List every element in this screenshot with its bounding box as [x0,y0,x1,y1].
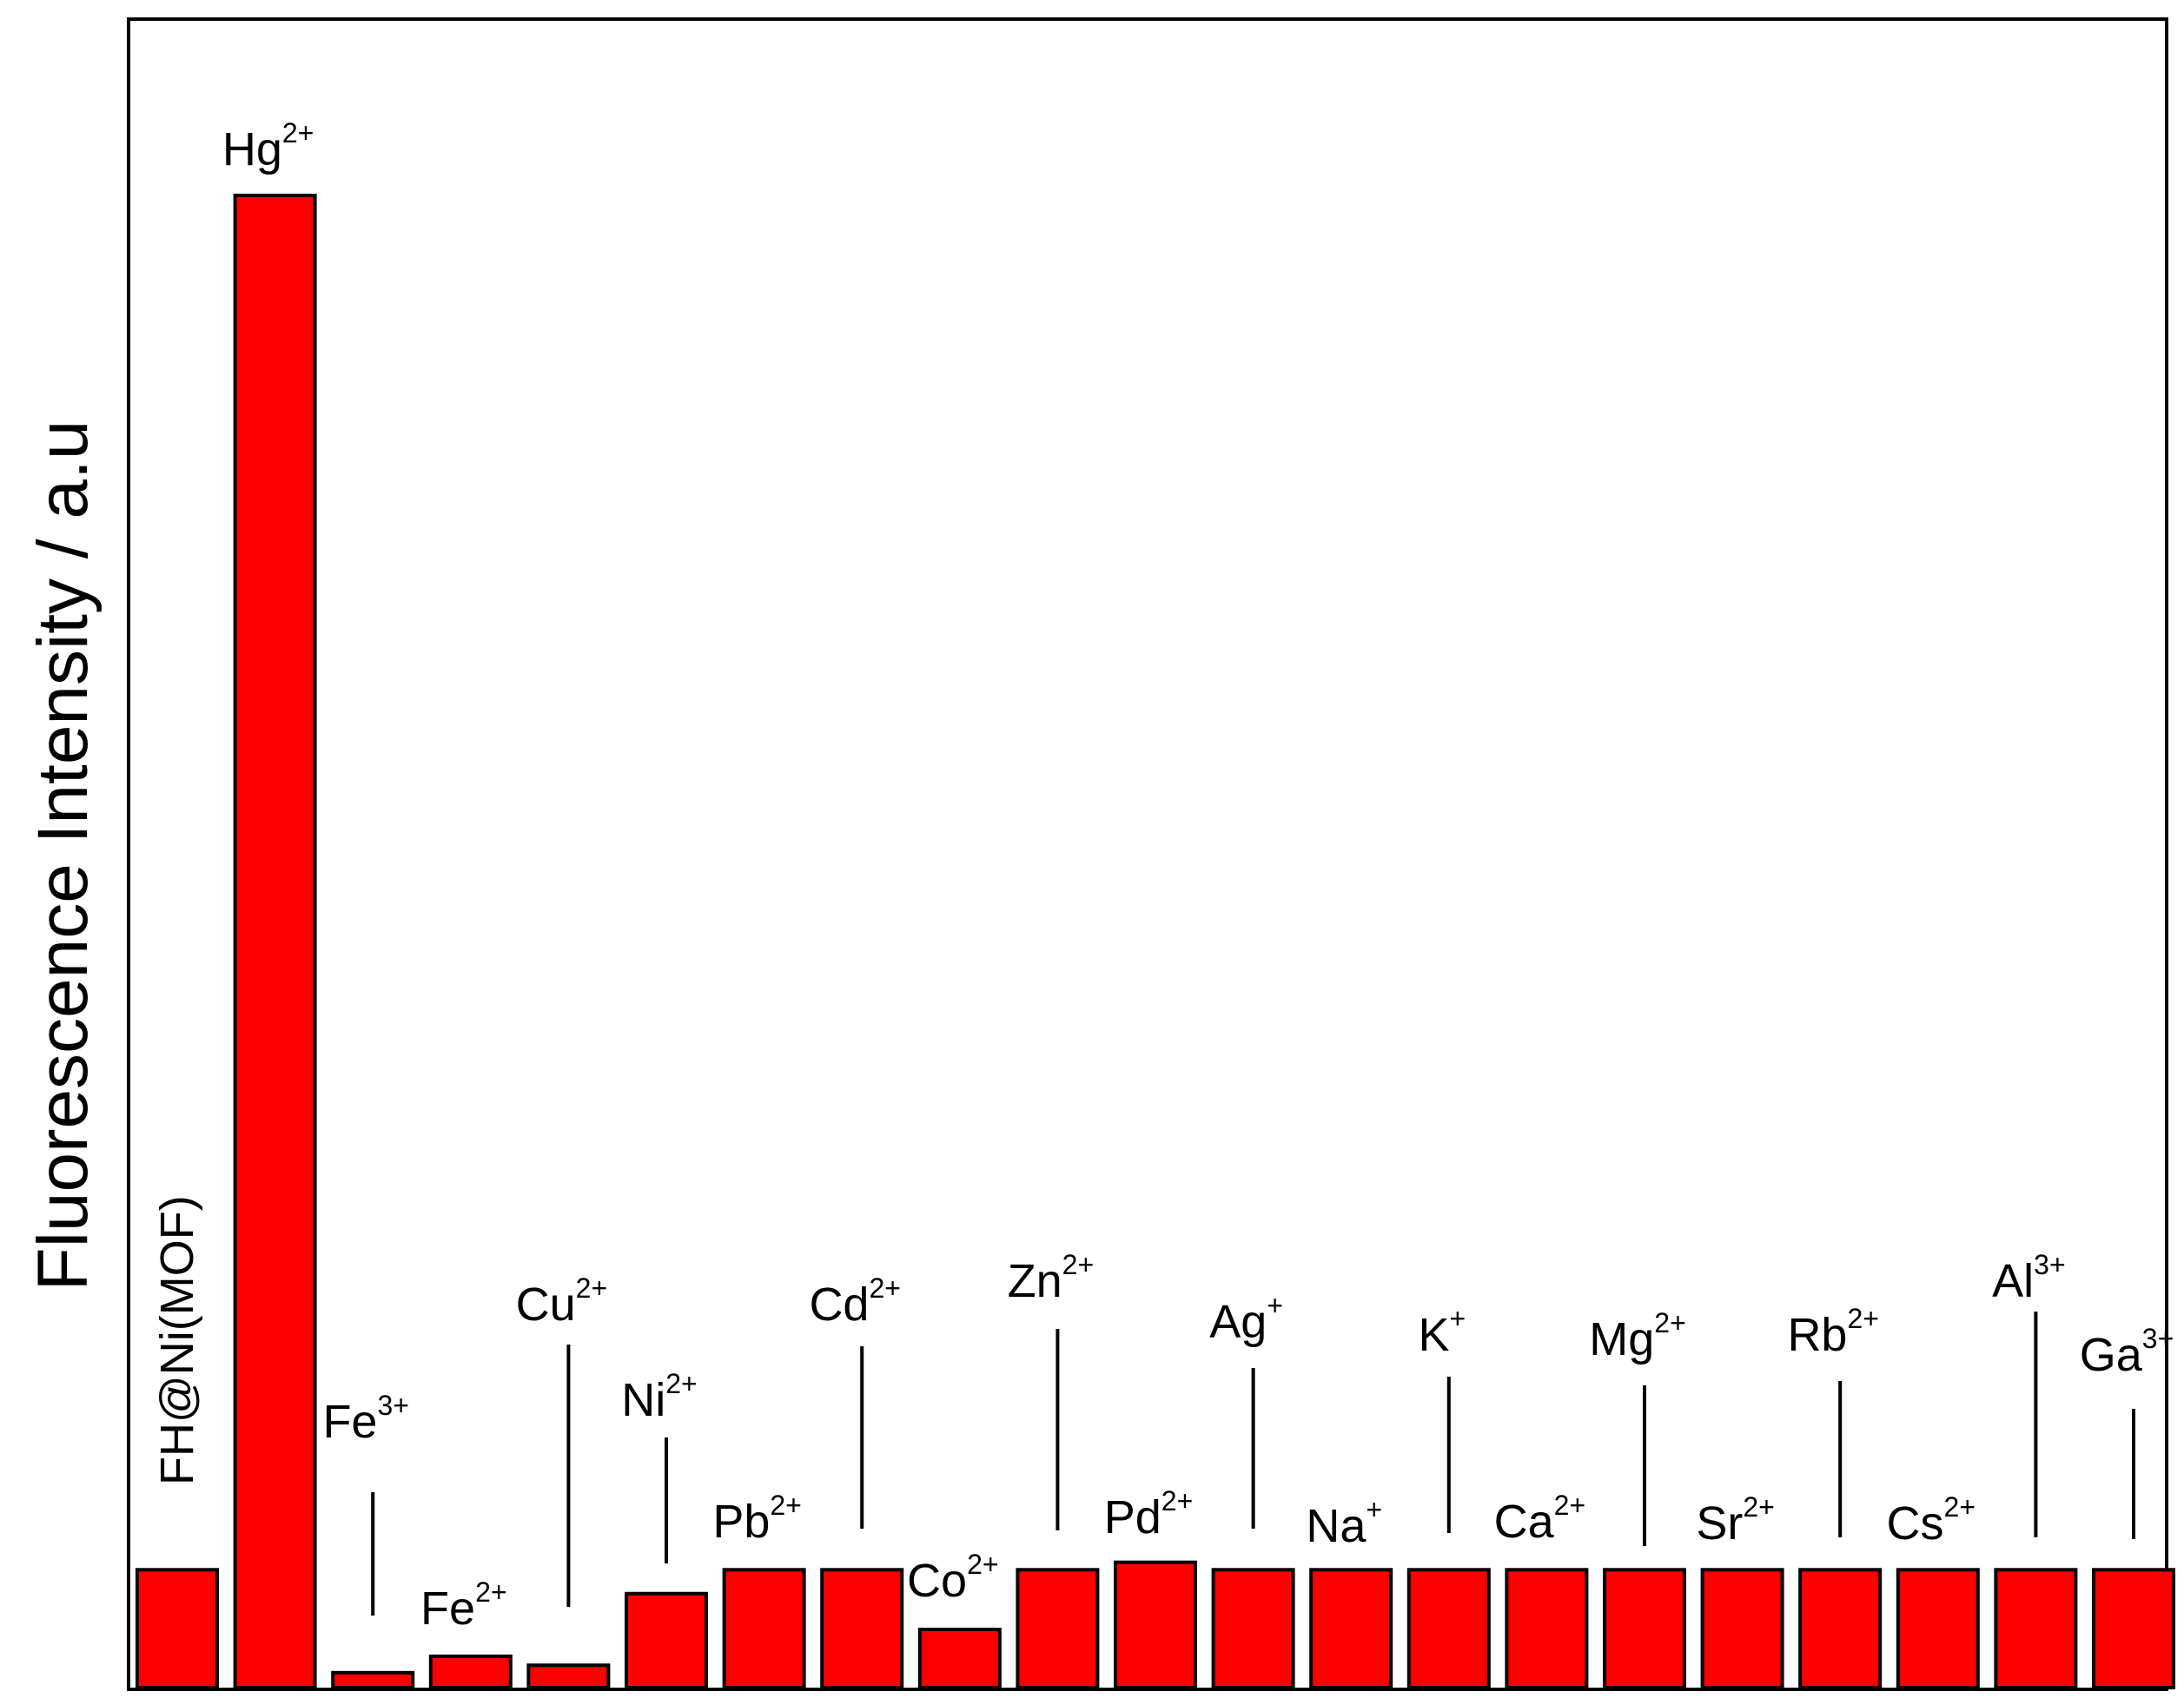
bar-fh-ni-mof [136,1568,219,1689]
bar-hg-2 [233,194,317,1689]
bar-label-al-3: Al3+ [1992,1249,2066,1307]
bar-label-fe-3: Fe3+ [322,1390,409,1448]
bar-al-3 [1994,1568,2078,1689]
bar-label-na: Na+ [1306,1494,1382,1552]
bar-cd-2 [820,1568,904,1689]
bar-co-2 [917,1627,1002,1690]
bar-label-ca-2: Ca2+ [1494,1490,1586,1548]
bar-label-ag: Ag+ [1209,1290,1283,1348]
bar-mg-2 [1603,1568,1686,1689]
bar-label-pb-2: Pb2+ [712,1490,802,1548]
bar-label-fe-2: Fe2+ [420,1576,507,1635]
bar-label-ni-2: Ni2+ [621,1368,697,1426]
bar-label-fh-ni-mof: FH@Ni(MOF) [151,1195,203,1485]
bar-ca-2 [1505,1568,1589,1689]
bar-sr-2 [1700,1568,1784,1689]
bar-k [1406,1568,1491,1689]
bar-label-k: K+ [1418,1303,1466,1361]
bar-fe-3 [331,1670,415,1689]
bar-label-rb-2: Rb2+ [1787,1303,1879,1361]
bar-na [1309,1568,1393,1689]
bar-label-zn-2: Zn2+ [1008,1249,1095,1307]
bar-label-cs-2: Cs2+ [1887,1491,1976,1550]
bar-fe-2 [428,1654,513,1689]
bar-label-mg-2: Mg2+ [1589,1307,1686,1365]
bar-label-cd-2: Cd2+ [809,1272,901,1331]
bar-labels-group: FH@Ni(MOF) Hg2+ Fe3+ Fe2+ Cu2+Ni2+ Pb2+ Cd2+ Co… [151,117,2174,1635]
y-axis-label: Fluorescence Intensity / a.u [23,420,103,1292]
leader-lines-group [371,1312,2135,1616]
bar-cs-2 [1896,1568,1980,1689]
bar-pb-2 [722,1568,806,1689]
bar-label-pd-2: Pd2+ [1104,1485,1194,1543]
bar-zn-2 [1016,1568,1100,1689]
bar-ni-2 [625,1591,708,1689]
bar-label-cu-2: Cu2+ [516,1272,608,1331]
bar-label-hg-2: Hg2+ [222,117,314,175]
plot-frame [127,17,2168,1691]
bar-ga-3 [2092,1568,2175,1689]
bar-label-sr-2: Sr2+ [1696,1491,1774,1550]
bar-cu-2 [526,1663,611,1689]
bar-label-co-2: Co2+ [907,1549,999,1607]
bars-group [136,194,2175,1690]
bar-pd-2 [1114,1560,1197,1689]
bar-ag [1211,1568,1295,1689]
bar-label-ga-3: Ga3+ [2080,1323,2174,1381]
bar-rb-2 [1798,1568,1883,1689]
